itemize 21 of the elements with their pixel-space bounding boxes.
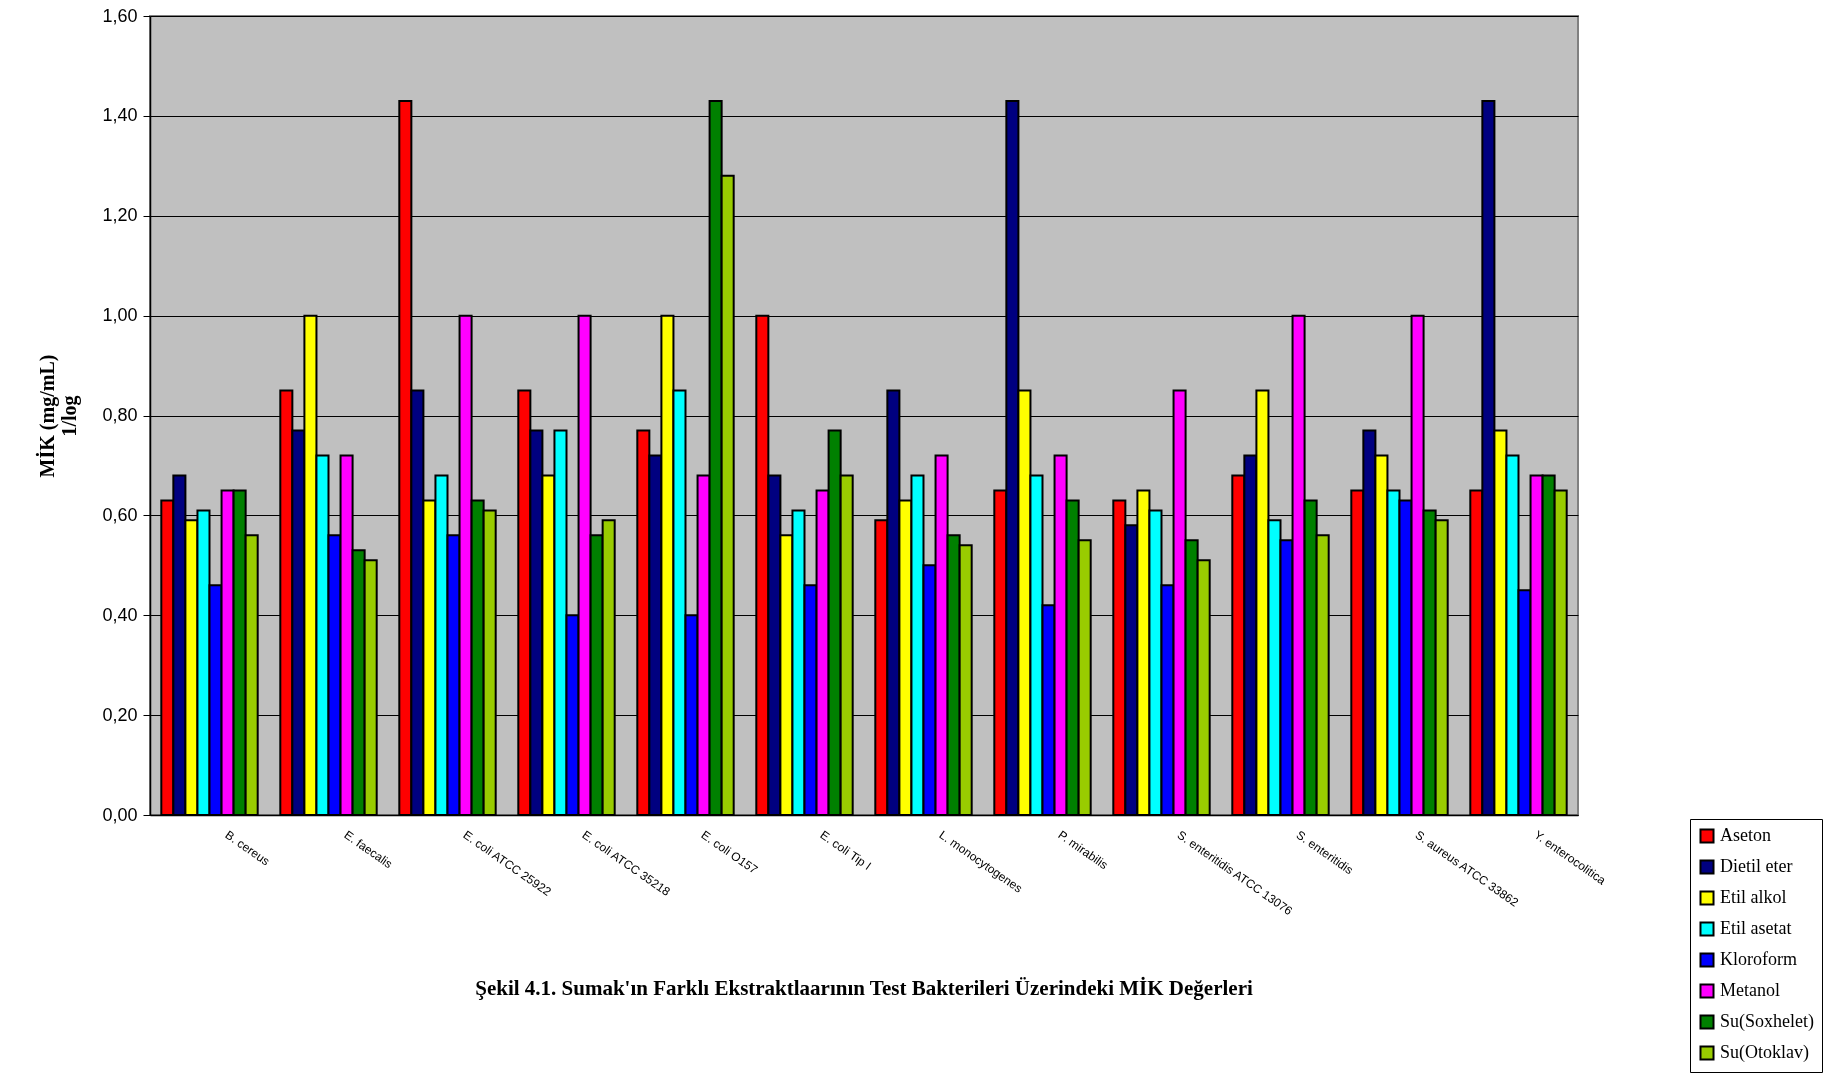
- legend-label: Su(Otoklav): [1720, 1042, 1809, 1063]
- y-axis-title: MİK (mg/mL) 1/log: [35, 354, 82, 478]
- y-tick-label: 1,20: [102, 205, 138, 226]
- y-tick-label: 0,60: [102, 504, 138, 525]
- legend-label: Etil alkol: [1720, 887, 1787, 907]
- text: Şekil 4.1. Sumak'ın Farklı Ekstraktlaarının Test Bakterileri Üzerindeki MİK Değerleri: [475, 975, 1253, 1000]
- y-tick-label: 0,20: [102, 704, 138, 725]
- y-tick-label: 0,00: [102, 804, 138, 825]
- legend-label: Etil asetat: [1720, 918, 1792, 938]
- y-tick-label: 0,80: [102, 405, 138, 425]
- y-tick-label: 1,60: [102, 5, 138, 26]
- y-tick-label: 1,00: [102, 305, 138, 326]
- legend-label: Kloroform: [1720, 949, 1797, 969]
- legend-label: Aseton: [1720, 825, 1771, 845]
- x-tick-label: E. coli O157: [698, 827, 761, 878]
- legend-label: Dietil eter: [1720, 856, 1793, 876]
- y-tick-label: 0,40: [102, 604, 138, 625]
- y-tick-label: 1,40: [102, 105, 138, 126]
- x-tick-label: E. coli Tip I: [817, 827, 874, 873]
- legend-label: Su(Soxhelet): [1720, 1011, 1814, 1032]
- legend-label: Metanol: [1720, 980, 1780, 1000]
